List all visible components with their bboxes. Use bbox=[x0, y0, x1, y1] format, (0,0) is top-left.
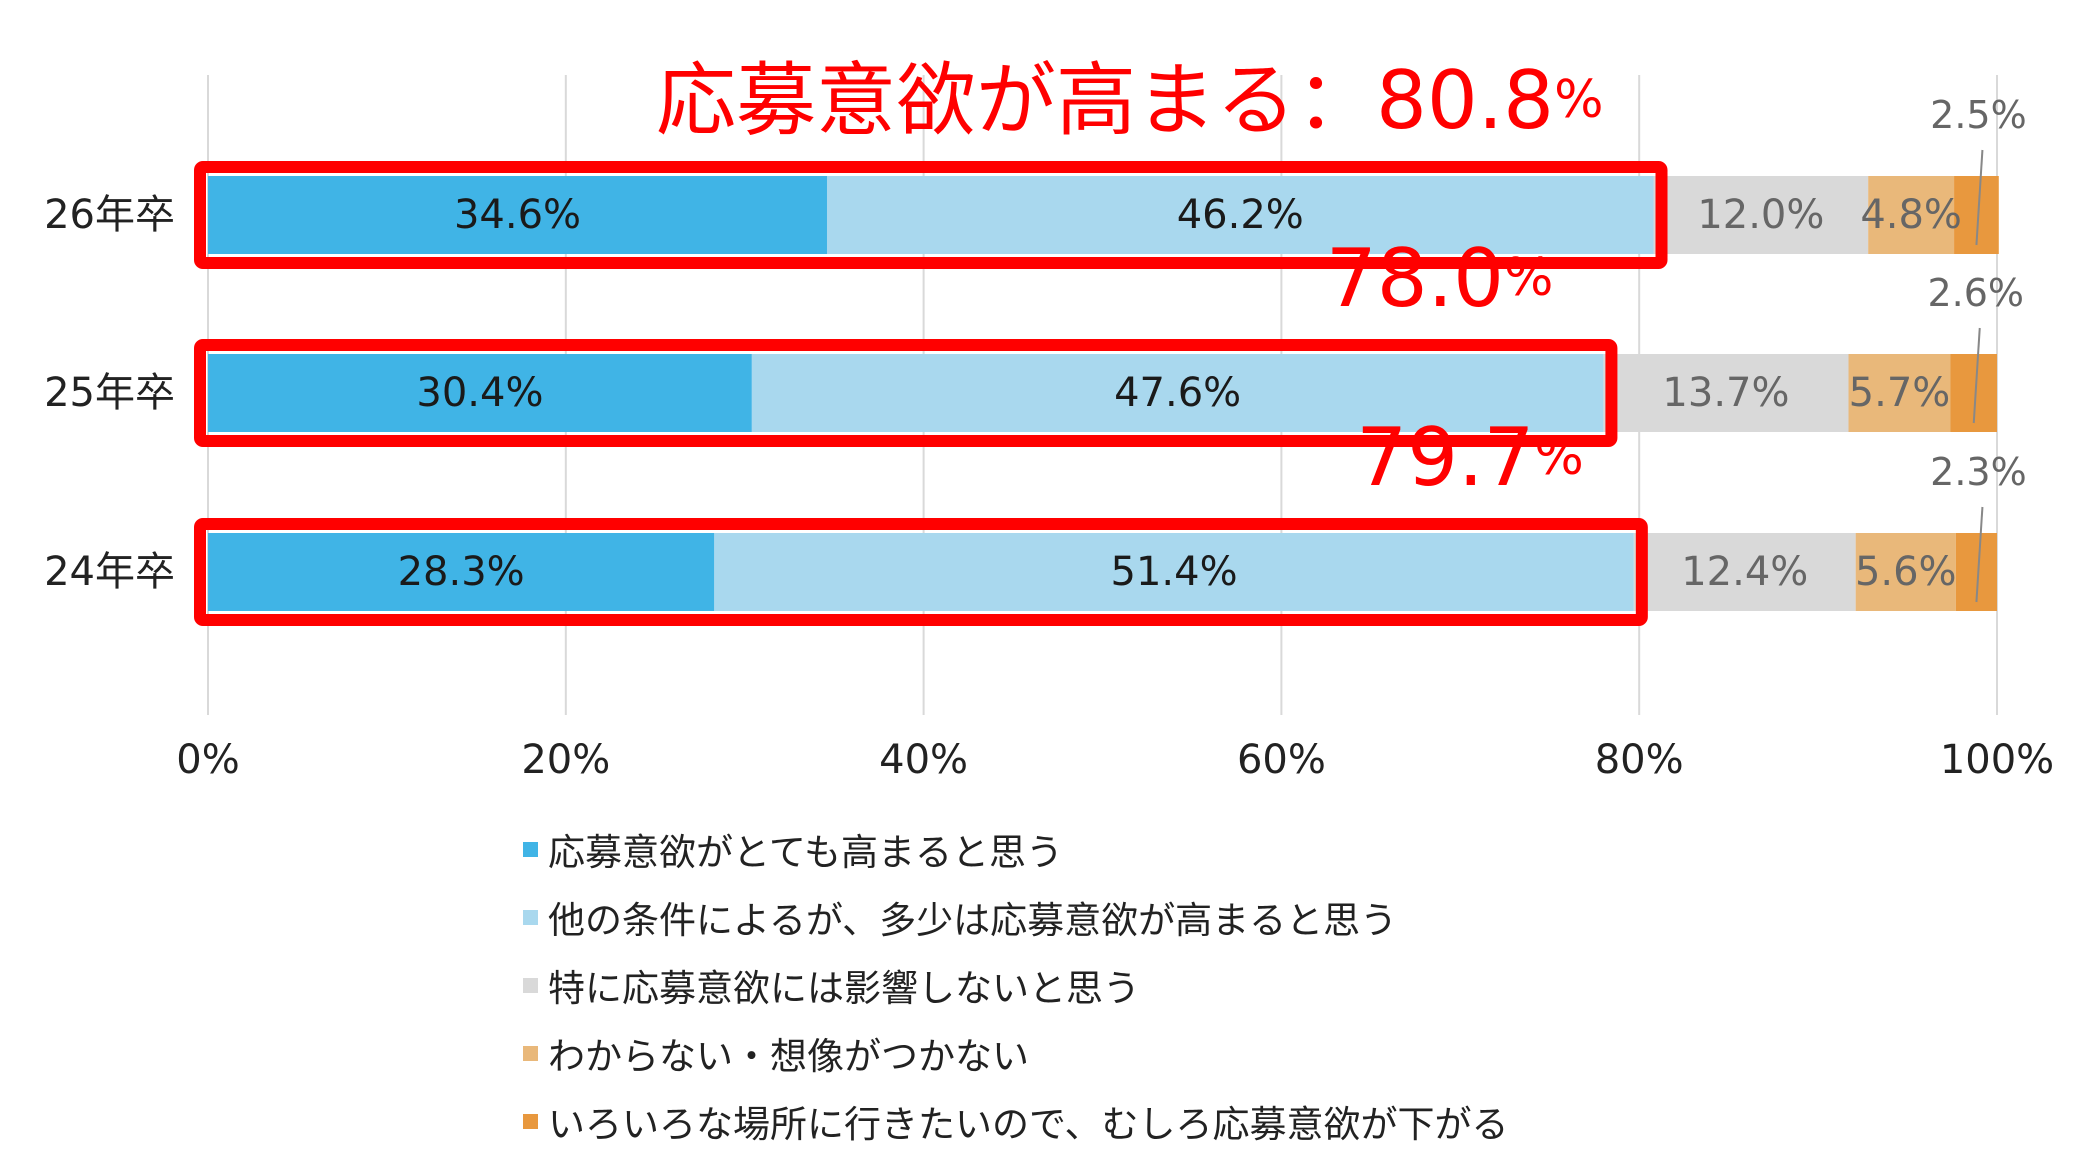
annotation-value: 79.7 bbox=[1356, 411, 1534, 504]
annotation-value: 78.0 bbox=[1326, 232, 1504, 325]
legend-item: わからない・想像がつかない bbox=[523, 1019, 1509, 1087]
total-annotation: 応募意欲が高まる：80.8% bbox=[656, 54, 1604, 147]
legend-item: 他の条件によるが、多少は応募意欲が高まると思う bbox=[523, 883, 1509, 951]
data-label: 34.6% bbox=[454, 192, 581, 238]
data-label: 28.3% bbox=[398, 549, 525, 595]
legend-label: わからない・想像がつかない bbox=[548, 1035, 1029, 1078]
legend-swatch bbox=[523, 841, 538, 857]
data-label: 46.2% bbox=[1177, 192, 1304, 238]
leader-line bbox=[1975, 149, 1984, 246]
total-annotation: 78.0% bbox=[1326, 232, 1554, 325]
data-label: 5.6% bbox=[1855, 549, 1957, 595]
category-label: 25年卒 bbox=[44, 370, 175, 416]
legend-item: いろいろな場所に行きたいので、むしろ応募意欲が下がる bbox=[523, 1087, 1509, 1155]
data-label: 4.8% bbox=[1860, 192, 1962, 238]
legend-swatch bbox=[523, 909, 538, 925]
legend-swatch bbox=[523, 1113, 538, 1129]
stacked-bar-chart: 26年卒 25年卒 24年卒 34.6% 46.2% 12.0% 4.8% 2.5% 30.4%… bbox=[44, 54, 2054, 784]
bar-segment bbox=[208, 533, 715, 611]
annotation-unit: % bbox=[1554, 70, 1603, 130]
x-tick-label: 40% bbox=[879, 737, 968, 783]
highlight-box bbox=[194, 339, 1618, 447]
data-label: 30.4% bbox=[416, 370, 543, 416]
category-label: 24年卒 bbox=[44, 549, 175, 595]
legend-label: いろいろな場所に行きたいので、むしろ応募意欲が下がる bbox=[548, 1103, 1509, 1146]
bar-segment bbox=[1848, 354, 1951, 432]
data-label: 2.3% bbox=[1930, 450, 2027, 494]
bar-segment bbox=[1633, 533, 1856, 611]
data-label: 5.7% bbox=[1849, 370, 1951, 416]
legend-item: 応募意欲がとても高まると思う bbox=[523, 815, 1509, 883]
legend-label: 他の条件によるが、多少は応募意欲が高まると思う bbox=[548, 899, 1398, 942]
annotation-unit: % bbox=[1534, 427, 1583, 487]
leader-line bbox=[1975, 506, 1984, 603]
x-tick-label: 80% bbox=[1595, 737, 1684, 783]
total-annotation: 79.7% bbox=[1356, 411, 1584, 504]
leader-line bbox=[1972, 327, 1981, 424]
data-label: 2.6% bbox=[1927, 271, 2024, 315]
bar-segment bbox=[1868, 176, 1955, 254]
highlight-box bbox=[194, 161, 1668, 269]
data-label: 51.4% bbox=[1111, 549, 1238, 595]
legend-swatch bbox=[523, 1045, 538, 1061]
annotation-value: 応募意欲が高まる：80.8 bbox=[656, 54, 1554, 147]
highlight-box bbox=[194, 518, 1648, 626]
legend-label: 特に応募意欲には影響しないと思う bbox=[548, 967, 1140, 1010]
bar-segment bbox=[1603, 354, 1849, 432]
legend-label: 応募意欲がとても高まると思う bbox=[548, 831, 1064, 874]
legend-swatch bbox=[523, 977, 538, 993]
category-label: 26年卒 bbox=[44, 192, 175, 238]
data-label: 2.5% bbox=[1930, 93, 2027, 137]
x-tick-label: 100% bbox=[1940, 737, 2054, 783]
x-tick-label: 20% bbox=[521, 737, 610, 783]
data-label: 47.6% bbox=[1114, 370, 1241, 416]
bar-segment bbox=[714, 533, 1634, 611]
data-label: 13.7% bbox=[1662, 370, 1789, 416]
bar-segment bbox=[1653, 176, 1869, 254]
annotation-unit: % bbox=[1504, 248, 1553, 308]
data-label: 12.0% bbox=[1697, 192, 1824, 238]
chart-legend: 応募意欲がとても高まると思う他の条件によるが、多少は応募意欲が高まると思う 特に応… bbox=[523, 815, 1509, 1155]
bar-segment bbox=[826, 176, 1654, 254]
legend-item: 特に応募意欲には影響しないと思う bbox=[523, 951, 1509, 1019]
x-tick-label: 0% bbox=[176, 737, 239, 783]
bar-segment bbox=[208, 176, 827, 254]
bar-segment bbox=[751, 354, 1604, 432]
data-label: 12.4% bbox=[1681, 549, 1808, 595]
bar-segment bbox=[208, 354, 752, 432]
bar-segment bbox=[1855, 533, 1956, 611]
x-tick-label: 60% bbox=[1237, 737, 1326, 783]
